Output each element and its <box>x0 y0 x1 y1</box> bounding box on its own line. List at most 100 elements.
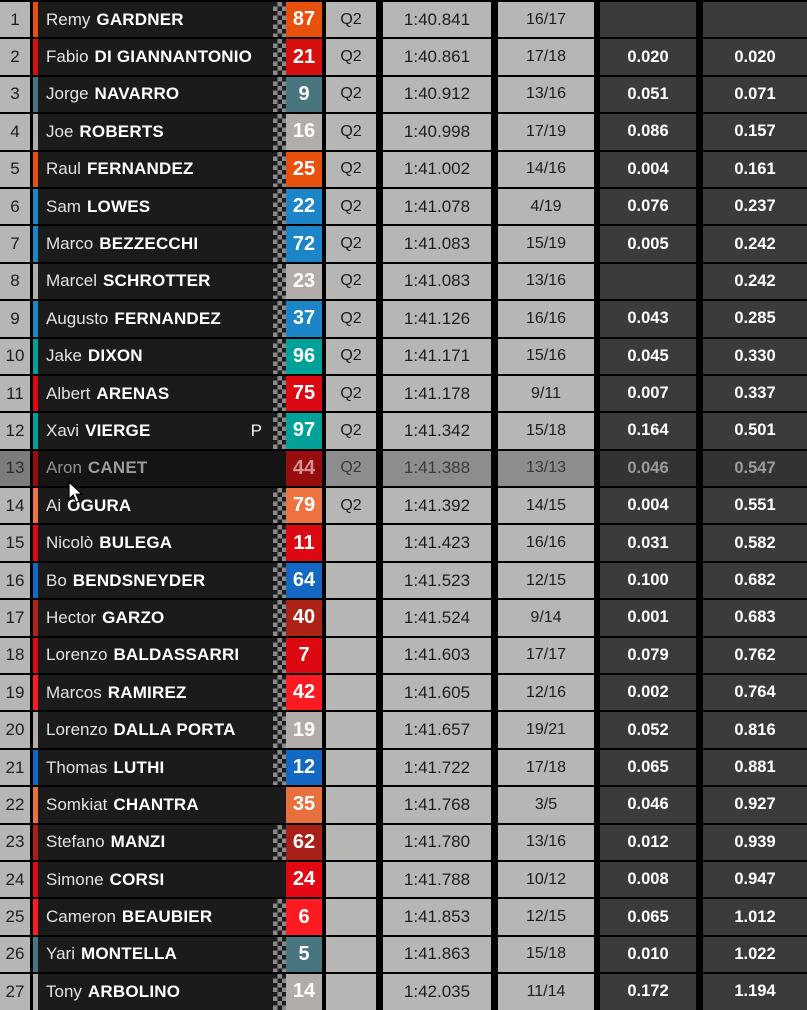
gap-previous-cell: 0.005 <box>600 226 696 262</box>
table-row[interactable]: 11 Albert ARENAS 75 Q2 1:41.178 9/11 0.007 0.337 <box>0 375 807 412</box>
column-divider <box>491 339 498 374</box>
position-cell: 9 <box>0 301 30 337</box>
session-cell: Q2 <box>326 450 376 487</box>
rider-first-name: Nicolò <box>46 533 94 553</box>
rider-name-cell: Yari MONTELLA <box>33 936 286 973</box>
position-cell: 5 <box>0 151 30 187</box>
table-row[interactable]: 1 Remy GARDNER 87 Q2 1:40.841 16/17 <box>0 2 807 38</box>
table-row[interactable]: 25 Cameron BEAUBIER 6 1:41.853 12/15 0.065 1.01… <box>0 899 807 935</box>
table-row[interactable]: 23 Stefano MANZI 62 1:41.780 13/16 0.012 0.939 <box>0 824 807 860</box>
gap-first-cell: 1.194 <box>703 974 807 1010</box>
column-divider <box>376 339 383 374</box>
column-divider <box>376 712 383 747</box>
gap-first-cell: 0.927 <box>703 787 807 823</box>
gap-previous-cell: 0.008 <box>600 861 696 898</box>
table-row[interactable]: 22 Somkiat CHANTRA 35 1:41.768 3/5 0.046 0.927 <box>0 787 807 823</box>
table-row[interactable]: 26 Yari MONTELLA 5 1:41.863 15/18 0.010 1.022 <box>0 936 807 973</box>
column-divider <box>491 189 498 224</box>
rider-last-name: ARENAS <box>96 383 170 403</box>
rider-first-name: Ai <box>46 495 62 515</box>
laptime-cell: 1:41.126 <box>383 301 491 337</box>
table-row[interactable]: 3 Jorge NAVARRO 9 Q2 1:40.912 13/16 0.051 0.071 <box>0 76 807 113</box>
rider-name-cell: Jake DIXON <box>33 338 286 374</box>
gap-previous-cell: 0.052 <box>600 712 696 748</box>
session-cell <box>326 974 376 1010</box>
table-row[interactable]: 20 Lorenzo DALLA PORTA 19 1:41.657 19/21 0.052… <box>0 712 807 748</box>
table-row[interactable]: 24 Simone CORSI 24 1:41.788 10/12 0.008 0.947 <box>0 861 807 898</box>
team-color-stripe <box>33 861 38 898</box>
team-color-stripe <box>33 637 38 674</box>
rider-name-cell: Hector GARZO <box>33 600 286 636</box>
column-divider <box>376 825 383 860</box>
table-row[interactable]: 10 Jake DIXON 96 Q2 1:41.171 15/16 0.045 0.330 <box>0 338 807 374</box>
table-row[interactable]: 13 Aron CANET 44 Q2 1:41.388 13/13 0.046 0.547 <box>0 450 807 487</box>
position-cell: 18 <box>0 637 30 674</box>
checkered-flag-icon <box>273 375 286 412</box>
column-divider <box>376 675 383 710</box>
rider-name-cell: Fabio DI GIANNANTONIO <box>33 39 286 75</box>
position-cell: 15 <box>0 525 30 561</box>
column-divider <box>376 862 383 897</box>
table-row[interactable]: 8 Marcel SCHROTTER 23 Q2 1:41.083 13/16 0.242 <box>0 263 807 300</box>
table-row[interactable]: 17 Hector GARZO 40 1:41.524 9/14 0.001 0.683 <box>0 600 807 636</box>
table-row[interactable]: 9 Augusto FERNANDEZ 37 Q2 1:41.126 16/16 0.043 0… <box>0 301 807 337</box>
position-cell: 23 <box>0 824 30 860</box>
rider-first-name: Augusto <box>46 308 109 328</box>
table-row[interactable]: 7 Marco BEZZECCHI 72 Q2 1:41.083 15/19 0.005 0.2… <box>0 226 807 262</box>
table-row[interactable]: 27 Tony ARBOLINO 14 1:42.035 11/14 0.172 1.194 <box>0 974 807 1010</box>
column-divider <box>696 226 703 261</box>
rider-name-cell: Stefano MANZI <box>33 824 286 860</box>
rider-last-name: DALLA PORTA <box>113 720 236 740</box>
session-cell: Q2 <box>326 375 376 412</box>
session-cell <box>326 675 376 711</box>
table-row[interactable]: 2 Fabio DI GIANNANTONIO 21 Q2 1:40.861 17/18 0.… <box>0 39 807 75</box>
rider-last-name: FERNANDEZ <box>86 159 194 179</box>
gap-previous-cell: 0.004 <box>600 151 696 187</box>
laps-cell: 13/13 <box>498 450 594 487</box>
table-row[interactable]: 4 Joe ROBERTS 16 Q2 1:40.998 17/19 0.086 0.157 <box>0 114 807 150</box>
gap-first-cell: 0.683 <box>703 600 807 636</box>
rider-number-plate: 72 <box>286 226 322 262</box>
table-row[interactable]: 5 Raul FERNANDEZ 25 Q2 1:41.002 14/16 0.004 0.16… <box>0 151 807 187</box>
session-cell: Q2 <box>326 301 376 337</box>
column-divider <box>376 488 383 523</box>
laptime-cell: 1:41.853 <box>383 899 491 935</box>
laptime-cell: 1:40.998 <box>383 114 491 150</box>
table-row[interactable]: 21 Thomas LUTHI 12 1:41.722 17/18 0.065 0.881 <box>0 749 807 786</box>
gap-previous-cell: 0.065 <box>600 749 696 786</box>
position-cell: 1 <box>0 2 30 38</box>
laptime-cell: 1:40.861 <box>383 39 491 75</box>
laptime-cell: 1:41.863 <box>383 936 491 973</box>
table-row[interactable]: 18 Lorenzo BALDASSARRI 7 1:41.603 17/17 0.079 0… <box>0 637 807 674</box>
table-row[interactable]: 16 Bo BENDSNEYDER 64 1:41.523 12/15 0.100 0.682 <box>0 562 807 599</box>
table-row[interactable]: 14 Ai OGURA 79 Q2 1:41.392 14/15 0.004 0.551 <box>0 488 807 524</box>
laps-cell: 3/5 <box>498 787 594 823</box>
laps-cell: 11/14 <box>498 974 594 1010</box>
position-cell: 26 <box>0 936 30 973</box>
column-divider <box>696 339 703 374</box>
rider-name-cell: Joe ROBERTS <box>33 114 286 150</box>
rider-number-plate: 64 <box>286 562 322 599</box>
laps-cell: 14/16 <box>498 151 594 187</box>
rider-number-plate: 11 <box>286 525 322 561</box>
pit-indicator: P <box>250 420 262 440</box>
laps-cell: 19/21 <box>498 712 594 748</box>
team-color-stripe <box>33 450 38 487</box>
team-color-stripe <box>33 301 38 337</box>
column-divider <box>491 301 498 336</box>
table-row[interactable]: 19 Marcos RAMIREZ 42 1:41.605 12/16 0.002 0.764 <box>0 675 807 711</box>
session-cell: Q2 <box>326 338 376 374</box>
position-cell: 17 <box>0 600 30 636</box>
rider-first-name: Remy <box>46 9 91 29</box>
team-color-stripe <box>33 525 38 561</box>
table-row[interactable]: 12 Xavi VIERGE P 97 Q2 1:41.342 15/18 0.164 0.501 <box>0 413 807 449</box>
team-color-stripe <box>33 488 38 524</box>
column-divider <box>491 413 498 448</box>
column-divider <box>491 525 498 560</box>
table-row[interactable]: 6 Sam LOWES 22 Q2 1:41.078 4/19 0.076 0.237 <box>0 188 807 225</box>
column-divider <box>696 451 703 486</box>
gap-first-cell: 0.682 <box>703 562 807 599</box>
position-cell: 19 <box>0 675 30 711</box>
table-row[interactable]: 15 Nicolò BULEGA 11 1:41.423 16/16 0.031 0.582 <box>0 525 807 561</box>
rider-name-cell: Simone CORSI <box>33 861 286 898</box>
